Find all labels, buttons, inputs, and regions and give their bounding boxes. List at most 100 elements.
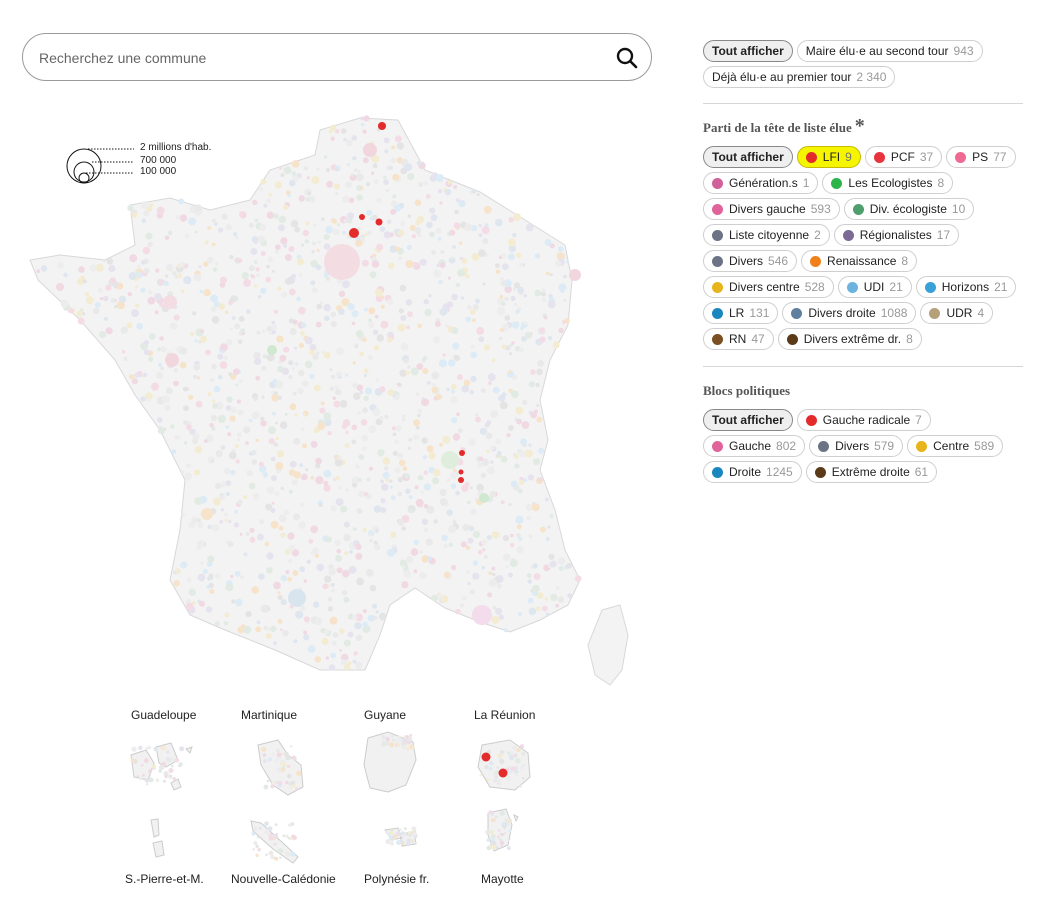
commune-bubble[interactable] [123,356,128,361]
commune-bubble[interactable] [405,260,414,268]
commune-bubble[interactable] [453,185,458,189]
commune-bubble[interactable] [316,249,320,252]
commune-bubble[interactable] [193,273,202,282]
commune-bubble[interactable] [204,240,209,245]
commune-bubble[interactable] [256,620,261,625]
commune-bubble[interactable] [263,759,267,763]
commune-bubble[interactable] [217,414,226,423]
commune-bubble[interactable] [248,418,253,423]
commune-bubble[interactable] [420,490,424,494]
commune-bubble[interactable] [423,528,429,533]
commune-bubble[interactable] [105,327,113,335]
commune-bubble[interactable] [440,250,445,255]
commune-bubble[interactable] [412,832,417,837]
commune-bubble[interactable] [413,569,418,573]
commune-bubble[interactable] [447,359,456,367]
commune-bubble[interactable] [193,469,200,476]
commune-bubble[interactable] [280,767,285,772]
commune-bubble[interactable] [558,283,567,292]
commune-bubble[interactable] [468,525,475,532]
commune-bubble[interactable] [312,223,317,228]
commune-bubble[interactable] [432,335,441,344]
commune-bubble[interactable] [393,204,402,212]
commune-bubble[interactable] [376,334,384,342]
commune-bubble[interactable] [188,588,196,596]
commune-bubble[interactable] [363,395,369,401]
commune-bubble[interactable] [386,337,393,343]
commune-bubble[interactable] [410,839,414,842]
commune-bubble[interactable] [471,225,478,232]
commune-bubble[interactable] [146,783,149,786]
city-bubble[interactable] [165,353,179,367]
commune-bubble[interactable] [500,280,507,287]
commune-bubble[interactable] [454,209,459,215]
commune-bubble[interactable] [481,565,485,570]
commune-bubble[interactable] [496,766,500,769]
commune-bubble[interactable] [450,389,455,394]
commune-bubble[interactable] [389,830,394,835]
commune-bubble[interactable] [309,373,315,379]
commune-bubble[interactable] [160,366,164,371]
commune-bubble[interactable] [312,601,320,608]
commune-bubble[interactable] [456,412,460,417]
commune-bubble[interactable] [566,562,573,569]
commune-bubble[interactable] [345,430,349,435]
commune-bubble[interactable] [304,239,310,244]
commune-bubble[interactable] [282,834,286,838]
commune-bubble[interactable] [387,219,392,224]
commune-bubble[interactable] [271,320,276,325]
commune-bubble[interactable] [547,300,556,309]
commune-bubble[interactable] [257,295,262,299]
commune-bubble[interactable] [398,256,403,261]
commune-bubble[interactable] [503,826,506,830]
commune-bubble[interactable] [210,306,217,312]
commune-bubble[interactable] [229,327,233,331]
commune-bubble[interactable] [442,435,451,444]
commune-bubble[interactable] [251,831,256,836]
commune-bubble[interactable] [266,325,273,332]
commune-bubble[interactable] [315,457,322,465]
commune-bubble[interactable] [245,611,252,618]
commune-bubble[interactable] [493,778,498,783]
commune-bubble[interactable] [144,778,150,783]
commune-bubble[interactable] [397,229,405,237]
commune-bubble[interactable] [564,317,570,324]
commune-bubble[interactable] [302,229,309,237]
commune-bubble[interactable] [467,537,474,544]
commune-bubble[interactable] [352,527,357,531]
commune-bubble[interactable] [535,606,541,612]
commune-bubble[interactable] [492,572,496,577]
commune-bubble[interactable] [268,438,275,445]
commune-bubble[interactable] [126,322,133,329]
commune-bubble[interactable] [483,205,492,214]
commune-bubble[interactable] [235,459,240,464]
commune-bubble[interactable] [350,173,355,177]
commune-bubble[interactable] [304,336,313,345]
commune-bubble[interactable] [340,216,348,224]
commune-bubble[interactable] [400,831,405,836]
commune-bubble[interactable] [408,831,412,835]
party-filter-udi[interactable]: UDI 21 [837,276,912,298]
commune-bubble[interactable] [518,347,524,353]
commune-bubble[interactable] [362,446,367,451]
commune-bubble[interactable] [340,505,348,513]
commune-bubble[interactable] [482,238,489,244]
commune-bubble[interactable] [446,509,454,516]
commune-bubble[interactable] [285,852,291,857]
commune-bubble[interactable] [435,227,442,234]
commune-bubble[interactable] [264,541,270,547]
commune-bubble[interactable] [258,461,264,467]
commune-bubble[interactable] [380,507,387,513]
commune-bubble[interactable] [431,386,439,394]
commune-bubble[interactable] [315,463,321,469]
commune-bubble[interactable] [352,156,357,161]
commune-bubble[interactable] [138,776,143,781]
commune-bubble[interactable] [476,326,485,335]
commune-bubble[interactable] [525,223,534,232]
commune-bubble[interactable] [539,336,546,343]
commune-bubble[interactable] [276,752,282,758]
commune-bubble[interactable] [136,322,143,330]
commune-bubble[interactable] [386,298,394,306]
commune-bubble[interactable] [461,258,468,264]
commune-bubble[interactable] [277,594,283,601]
